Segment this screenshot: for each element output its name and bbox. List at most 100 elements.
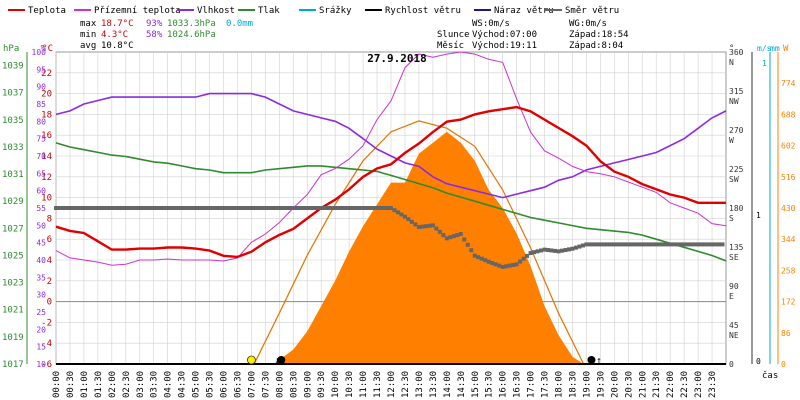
wind-direction-point bbox=[563, 248, 568, 253]
sunset-time: Západ:18:54 bbox=[569, 30, 629, 40]
wind-direction-point bbox=[347, 206, 352, 210]
moon-label: Měsíc bbox=[437, 41, 464, 51]
wind-direction-point bbox=[127, 206, 132, 210]
wind-direction-point bbox=[301, 206, 306, 210]
celsius-axis-label: °C bbox=[42, 44, 53, 54]
percent-tick-label: 90 bbox=[36, 83, 46, 92]
x-tick-label: 01:30 bbox=[94, 371, 104, 398]
celsius-tick-label: 18 bbox=[41, 110, 52, 120]
wind-direction-point bbox=[186, 206, 191, 210]
x-tick-label: 09:00 bbox=[303, 371, 313, 398]
wind-direction-point bbox=[158, 206, 163, 210]
wind-direction-point bbox=[179, 206, 184, 210]
wind-direction-point bbox=[204, 206, 209, 210]
direction-tick-compass: SE bbox=[729, 253, 739, 262]
x-tick-label: 16:30 bbox=[513, 371, 523, 398]
x-axis-label: čas bbox=[762, 370, 778, 381]
hpa-tick-label: 1035 bbox=[2, 116, 24, 126]
direction-tick-compass: NE bbox=[729, 331, 739, 340]
rain-tick-label: 1 bbox=[762, 59, 767, 68]
direction-tick-value: 45 bbox=[729, 321, 739, 330]
x-tick-label: 19:30 bbox=[596, 371, 606, 398]
x-tick-label: 10:00 bbox=[331, 371, 341, 398]
solar-tick-label: 602 bbox=[781, 142, 796, 151]
x-tick-label: 04:30 bbox=[178, 371, 188, 398]
x-tick-label: 22:00 bbox=[666, 371, 676, 398]
sunrise-arrow: ↓ bbox=[275, 356, 280, 366]
hpa-tick-label: 1019 bbox=[2, 333, 24, 343]
percent-axis-label: % bbox=[41, 44, 47, 54]
wind-direction-point bbox=[664, 242, 669, 247]
moonrise-time: Východ:19:11 bbox=[472, 41, 537, 51]
wind-direction-point bbox=[57, 206, 62, 210]
wind-direction-point bbox=[389, 206, 393, 210]
wind-direction-point bbox=[713, 242, 718, 247]
wind-direction-point bbox=[584, 242, 589, 247]
wind-direction-point bbox=[577, 244, 582, 249]
legend-label: Směr větru bbox=[565, 6, 619, 16]
stats-panel: max 18.7°C 93% 1033.3hPa 0.0mm min 4.3°C 58% 102… bbox=[80, 19, 629, 51]
wind-direction-point bbox=[319, 206, 324, 210]
celsius-tick-label: 0 bbox=[47, 298, 52, 308]
wind-direction-point bbox=[535, 249, 540, 254]
wind-direction-point bbox=[427, 223, 432, 228]
celsius-tick-label: -4 bbox=[41, 339, 52, 349]
humidity-line bbox=[55, 92, 727, 199]
wind-direction-point bbox=[525, 253, 530, 258]
solar-tick-label: 86 bbox=[781, 329, 791, 338]
wind-direction-point bbox=[200, 206, 205, 210]
wind-direction-point bbox=[378, 206, 383, 210]
x-tick-label: 07:00 bbox=[247, 371, 257, 398]
x-tick-label: 06:00 bbox=[220, 371, 230, 398]
wind-direction-point bbox=[291, 206, 296, 210]
wind-direction-point bbox=[357, 206, 362, 210]
wind-direction-point bbox=[549, 248, 554, 253]
x-tick-label: 21:00 bbox=[638, 371, 648, 398]
x-tick-label: 09:30 bbox=[317, 371, 327, 398]
celsius-tick-label: 10 bbox=[41, 194, 52, 204]
legend-label: Teplota bbox=[28, 6, 66, 16]
legend-label: Srážky bbox=[319, 6, 352, 16]
wind-direction-point bbox=[570, 246, 575, 251]
celsius-tick-label: 2 bbox=[47, 277, 52, 287]
x-tick-label: 23:00 bbox=[694, 371, 704, 398]
wind-direction-point bbox=[270, 206, 275, 210]
wind-direction-point bbox=[99, 206, 104, 210]
wind-direction-point bbox=[294, 206, 299, 210]
wind-tick-label: 0 bbox=[756, 357, 761, 366]
wind-direction-point bbox=[67, 206, 72, 210]
wind-direction-point bbox=[144, 206, 149, 210]
direction-tick-compass: NW bbox=[729, 97, 739, 106]
wind-direction-point bbox=[218, 206, 223, 210]
direction-tick-value: 360 bbox=[729, 48, 744, 57]
wind-direction-point bbox=[619, 242, 624, 247]
wind-direction-point bbox=[81, 206, 86, 210]
wind-direction-point bbox=[472, 253, 477, 258]
wind-direction-point bbox=[675, 242, 680, 247]
wind-direction-point bbox=[183, 206, 188, 210]
wind-direction-point bbox=[74, 206, 79, 210]
wind-direction-point bbox=[622, 242, 627, 247]
wind-direction-point bbox=[706, 242, 711, 247]
wind-direction-point bbox=[266, 206, 271, 210]
wind-direction-point bbox=[238, 206, 243, 210]
wind-direction-point bbox=[402, 214, 407, 219]
wind-direction-point bbox=[678, 242, 683, 247]
x-tick-label: 02:00 bbox=[108, 371, 118, 398]
pressure-line bbox=[55, 142, 727, 262]
wind-speed-stat: WS:0m/s bbox=[472, 19, 510, 29]
hpa-tick-label: 1017 bbox=[2, 360, 24, 370]
solar-tick-label: 430 bbox=[781, 204, 796, 213]
x-tick-label: 17:00 bbox=[527, 371, 537, 398]
wind-direction-point bbox=[280, 206, 285, 210]
x-tick-label: 03:00 bbox=[136, 371, 146, 398]
x-tick-label: 15:30 bbox=[485, 371, 495, 398]
x-tick-label: 20:00 bbox=[610, 371, 620, 398]
wind-direction-point bbox=[521, 256, 526, 261]
hpa-axis-label: hPa bbox=[3, 44, 19, 54]
wind-direction-point bbox=[518, 259, 523, 264]
x-tick-label: 01:00 bbox=[80, 371, 90, 398]
wind-direction-point bbox=[559, 248, 564, 253]
wind-direction-point bbox=[511, 262, 516, 267]
legend-label: Náraz větru bbox=[494, 6, 554, 16]
